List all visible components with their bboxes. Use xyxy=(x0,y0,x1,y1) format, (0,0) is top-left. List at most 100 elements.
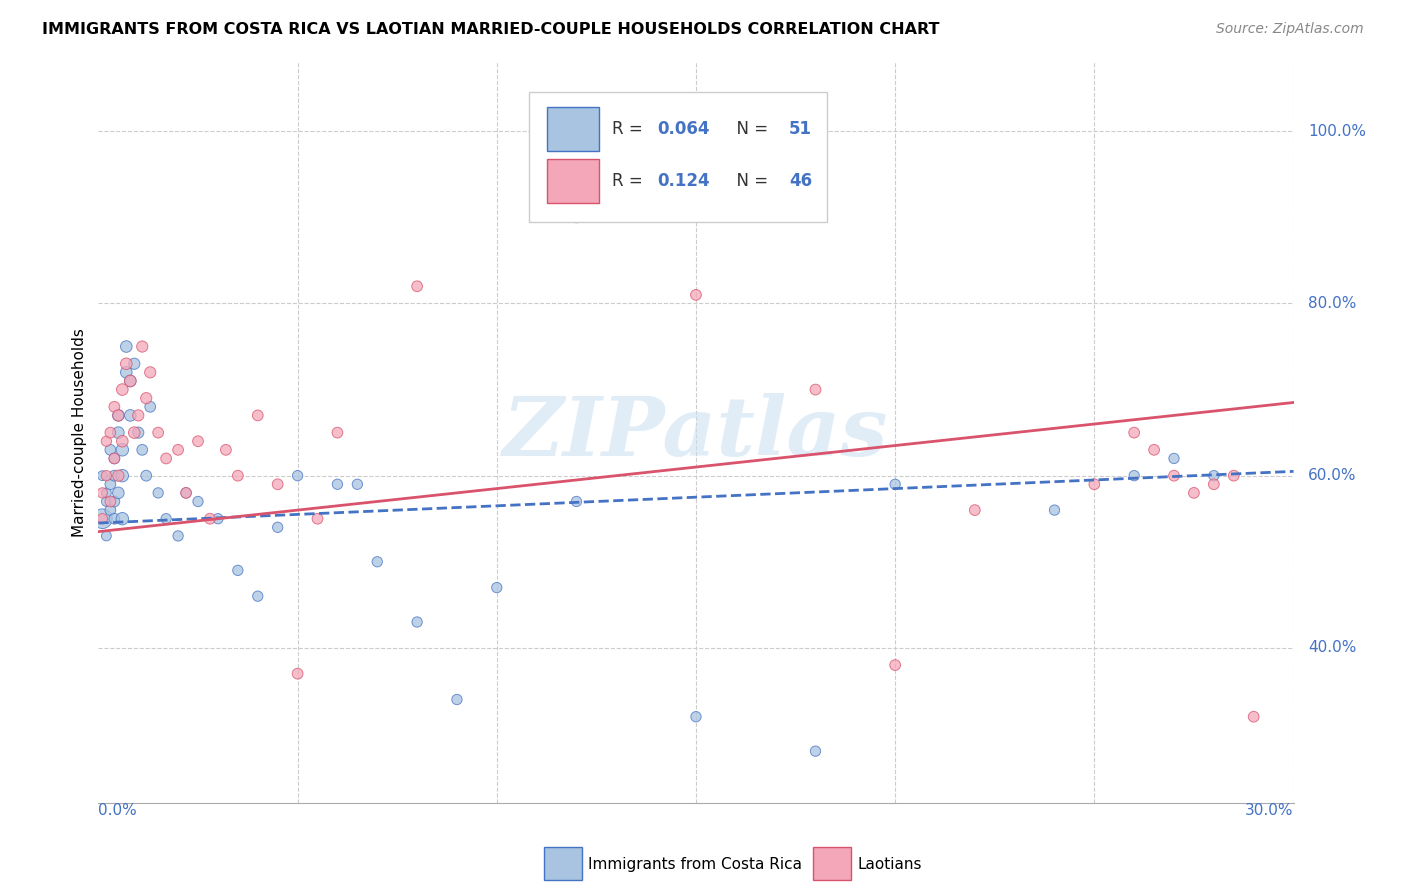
Point xyxy=(215,442,238,457)
Point xyxy=(226,563,249,577)
Point xyxy=(1123,425,1146,440)
Point xyxy=(1223,468,1246,483)
Text: 40.0%: 40.0% xyxy=(1308,640,1357,656)
Point xyxy=(120,374,142,388)
Y-axis label: Married-couple Households: Married-couple Households xyxy=(72,328,87,537)
Point xyxy=(187,494,209,508)
Text: 0.0%: 0.0% xyxy=(98,803,138,818)
Point xyxy=(98,503,122,517)
Text: 100.0%: 100.0% xyxy=(1308,124,1365,139)
Point xyxy=(207,512,229,526)
Point xyxy=(1043,503,1066,517)
Point xyxy=(103,400,125,414)
Point xyxy=(565,494,588,508)
Point xyxy=(326,425,349,440)
Point xyxy=(804,383,827,397)
Point xyxy=(120,409,142,423)
Point xyxy=(174,486,197,500)
Point xyxy=(111,468,134,483)
Point xyxy=(155,451,177,466)
Point xyxy=(155,512,177,526)
Point xyxy=(124,357,146,371)
Text: R =: R = xyxy=(613,172,648,190)
Point xyxy=(148,486,170,500)
FancyBboxPatch shape xyxy=(544,847,582,880)
Point xyxy=(91,512,114,526)
Point xyxy=(287,468,309,483)
Point xyxy=(267,520,290,534)
Point xyxy=(1163,468,1185,483)
Point xyxy=(107,409,129,423)
Point xyxy=(111,442,134,457)
Point xyxy=(446,692,468,706)
Point xyxy=(135,391,157,405)
Point xyxy=(198,512,221,526)
Point xyxy=(485,581,508,595)
FancyBboxPatch shape xyxy=(813,847,852,880)
Text: 30.0%: 30.0% xyxy=(1246,803,1294,818)
Point xyxy=(167,442,190,457)
Text: N =: N = xyxy=(725,120,773,138)
Text: N =: N = xyxy=(725,172,773,190)
Point xyxy=(127,425,149,440)
Text: 0.064: 0.064 xyxy=(658,120,710,138)
Point xyxy=(187,434,209,449)
Point xyxy=(884,658,907,673)
Point xyxy=(307,512,329,526)
Point xyxy=(1123,468,1146,483)
Point xyxy=(98,442,122,457)
Point xyxy=(167,529,190,543)
Text: Immigrants from Costa Rica: Immigrants from Costa Rica xyxy=(589,856,803,871)
Point xyxy=(107,486,129,500)
Point xyxy=(131,339,153,353)
Point xyxy=(103,451,125,466)
Point xyxy=(91,468,114,483)
Text: 80.0%: 80.0% xyxy=(1308,296,1357,311)
Point xyxy=(1202,468,1225,483)
Point xyxy=(804,744,827,758)
Point xyxy=(107,409,129,423)
Point xyxy=(98,477,122,491)
Point xyxy=(96,486,118,500)
Point xyxy=(287,666,309,681)
Point xyxy=(111,383,134,397)
Point xyxy=(174,486,197,500)
Point xyxy=(346,477,368,491)
Point xyxy=(1202,477,1225,491)
FancyBboxPatch shape xyxy=(529,92,827,221)
Text: Source: ZipAtlas.com: Source: ZipAtlas.com xyxy=(1216,22,1364,37)
Point xyxy=(148,425,170,440)
Point xyxy=(96,529,118,543)
Text: 60.0%: 60.0% xyxy=(1308,468,1357,483)
Point xyxy=(1182,486,1205,500)
Point xyxy=(226,468,249,483)
Text: R =: R = xyxy=(613,120,648,138)
Point xyxy=(107,425,129,440)
Point xyxy=(103,451,125,466)
Text: 51: 51 xyxy=(789,120,813,138)
Point xyxy=(963,503,986,517)
Point xyxy=(103,512,125,526)
Point xyxy=(246,409,269,423)
Point xyxy=(565,211,588,225)
Point xyxy=(139,365,162,379)
Point xyxy=(120,374,142,388)
Point xyxy=(685,709,707,723)
Point xyxy=(139,400,162,414)
Point xyxy=(98,425,122,440)
Point xyxy=(1083,477,1105,491)
Point xyxy=(326,477,349,491)
Point xyxy=(115,339,138,353)
Point xyxy=(103,468,125,483)
Point xyxy=(111,512,134,526)
Point xyxy=(91,486,114,500)
Text: ZIPatlas: ZIPatlas xyxy=(503,392,889,473)
Point xyxy=(111,434,134,449)
Point xyxy=(1243,709,1265,723)
FancyBboxPatch shape xyxy=(547,159,599,202)
Point xyxy=(267,477,290,491)
Text: IMMIGRANTS FROM COSTA RICA VS LAOTIAN MARRIED-COUPLE HOUSEHOLDS CORRELATION CHAR: IMMIGRANTS FROM COSTA RICA VS LAOTIAN MA… xyxy=(42,22,939,37)
Point xyxy=(91,512,114,526)
Point xyxy=(103,494,125,508)
Point xyxy=(96,494,118,508)
